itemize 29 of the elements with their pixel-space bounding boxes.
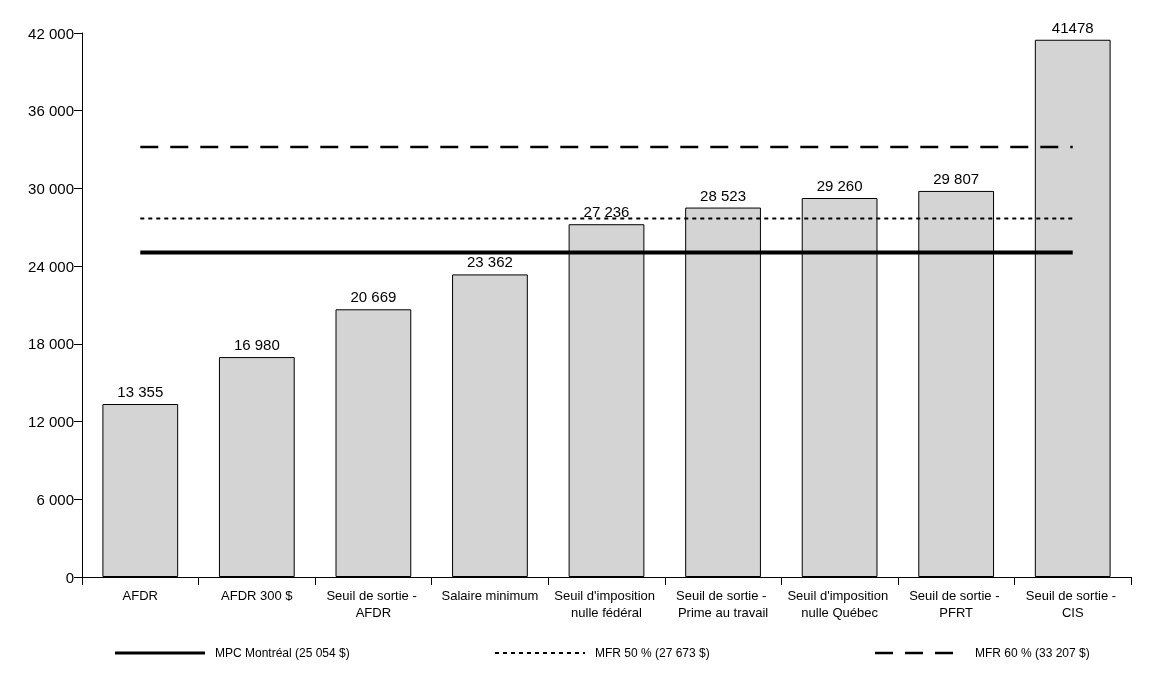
x-tick-label: Salaire minimum — [441, 588, 539, 603]
x-tick-label: Seuil de sortie - AFDR — [326, 588, 421, 620]
data-label: 28 523 — [700, 186, 746, 204]
legend-label: MFR 50 % (27 673 $) — [595, 646, 710, 660]
data-label: 29 260 — [816, 177, 863, 195]
data-label: 13 355 — [117, 383, 164, 401]
y-tick-label: 18 000 — [28, 335, 74, 353]
x-tick-label: Seuil d'imposition nulle fédéral — [554, 588, 659, 620]
y-tick-label: 0 — [65, 568, 74, 586]
data-label: 23 362 — [467, 253, 513, 271]
legend-label: MPC Montréal (25 054 $) — [215, 646, 350, 660]
data-label: 27 236 — [583, 203, 630, 221]
data-label: 29 807 — [933, 169, 980, 187]
x-tick-label: Seuil de sortie - CIS — [1025, 588, 1120, 620]
y-tick-label: 6 000 — [36, 490, 74, 508]
data-label: 41478 — [1051, 18, 1094, 36]
y-tick-label: 30 000 — [28, 179, 74, 197]
data-label: 16 980 — [233, 336, 280, 354]
y-tick-label: 36 000 — [28, 102, 74, 120]
y-tick-label: 42 000 — [28, 24, 74, 42]
legend-label: MFR 60 % (33 207 $) — [975, 646, 1090, 660]
x-tick-label: Seuil de sortie - PFRT — [909, 588, 1004, 620]
y-tick-label: 12 000 — [28, 413, 74, 431]
x-tick-label: Seuil de sortie - Prime au travail — [676, 588, 771, 620]
x-tick-label: AFDR — [122, 588, 158, 603]
x-tick-label: AFDR 300 $ — [221, 588, 294, 603]
x-tick-label: Seuil d'imposition nulle Québec — [787, 588, 892, 620]
data-label: 20 669 — [350, 288, 397, 306]
y-tick-label: 24 000 — [28, 257, 74, 275]
